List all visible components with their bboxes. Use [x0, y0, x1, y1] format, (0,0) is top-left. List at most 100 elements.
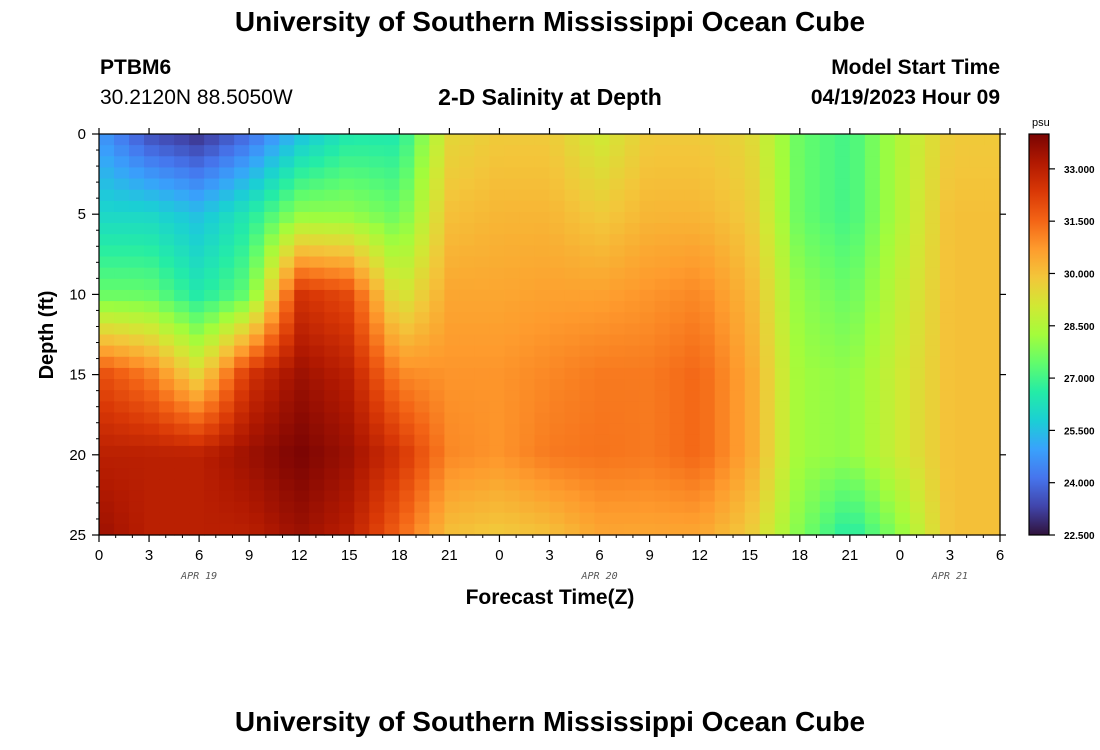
heatmap-cell [894, 267, 911, 280]
heatmap-cell [714, 301, 731, 313]
heatmap-cell [114, 323, 130, 336]
heatmap-cell [309, 312, 325, 324]
heatmap-cell [894, 390, 911, 402]
heatmap-cell [609, 278, 626, 291]
heatmap-cell [249, 211, 265, 224]
heatmap-cell [609, 479, 626, 492]
heatmap-cell [114, 345, 130, 358]
heatmap-cell [969, 301, 986, 313]
heatmap-cell [744, 445, 761, 458]
heatmap-cell [954, 401, 971, 414]
heatmap-cell [264, 445, 280, 458]
heatmap-cell [399, 356, 415, 369]
heatmap-cell [159, 289, 175, 302]
heatmap-cell [939, 145, 956, 157]
heatmap-cell [159, 134, 175, 146]
heatmap-cell [294, 367, 310, 380]
heatmap-cell [399, 390, 415, 402]
heatmap-cell [669, 278, 686, 291]
heatmap-cell [909, 312, 926, 324]
heatmap-cell [369, 189, 385, 202]
heatmap-cell [429, 390, 445, 402]
heatmap-cell [624, 156, 641, 169]
heatmap-cell [774, 189, 791, 202]
heatmap-cell [324, 434, 340, 447]
heatmap-cell [444, 267, 460, 280]
heatmap-cell [459, 423, 476, 436]
heatmap-cell [309, 479, 325, 492]
heatmap-cell [429, 457, 445, 469]
heatmap-cell [234, 457, 250, 469]
heatmap-cell [774, 523, 791, 536]
heatmap-cell [684, 490, 701, 503]
heatmap-cell [894, 445, 911, 458]
heatmap-cell [744, 145, 761, 157]
heatmap-cell [714, 200, 731, 213]
heatmap-cell [774, 401, 791, 414]
heatmap-cell [414, 367, 430, 380]
heatmap-cell [369, 345, 385, 358]
heatmap-cell [189, 323, 205, 336]
heatmap-cell [444, 512, 460, 525]
heatmap-cell [354, 334, 370, 347]
heatmap-cell [729, 345, 746, 358]
heatmap-cell [279, 312, 295, 324]
heatmap-cell [849, 523, 866, 536]
heatmap-cell [549, 167, 566, 180]
heatmap-cell [564, 278, 581, 291]
heatmap-cell [729, 278, 746, 291]
heatmap-cell [654, 379, 671, 391]
heatmap-cell [174, 156, 190, 169]
heatmap-cell [594, 145, 611, 157]
heatmap-cell [804, 445, 821, 458]
heatmap-cell [459, 334, 476, 347]
heatmap-cell [489, 200, 506, 213]
heatmap-cell [444, 423, 460, 436]
heatmap-cell [219, 501, 235, 514]
heatmap-cell [954, 234, 971, 246]
heatmap-cell [894, 401, 911, 414]
heatmap-cell [249, 434, 265, 447]
heatmap-cell [114, 512, 130, 525]
heatmap-cell [879, 301, 896, 313]
heatmap-cell [279, 189, 295, 202]
heatmap-cell [324, 301, 340, 313]
heatmap-cell [99, 167, 115, 180]
heatmap-cell [819, 401, 836, 414]
heatmap-cell [564, 267, 581, 280]
heatmap-cell [534, 200, 551, 213]
heatmap-cell [114, 523, 130, 536]
heatmap-cell [219, 490, 235, 503]
heatmap-cell [144, 234, 160, 246]
heatmap-cell [339, 189, 355, 202]
heatmap-cell [834, 490, 851, 503]
heatmap-cell [354, 156, 370, 169]
heatmap-cell [264, 334, 280, 347]
heatmap-cell [144, 156, 160, 169]
heatmap-cell [384, 134, 400, 146]
heatmap-cell [534, 434, 551, 447]
heatmap-cell [819, 501, 836, 514]
heatmap-cell [789, 167, 806, 180]
heatmap-cell [324, 468, 340, 480]
heatmap-cell [654, 256, 671, 269]
heatmap-cell [744, 334, 761, 347]
heatmap-cell [639, 356, 656, 369]
heatmap-cell [129, 211, 145, 224]
heatmap-cell [144, 490, 160, 503]
heatmap-cell [519, 234, 536, 246]
heatmap-cell [939, 434, 956, 447]
heatmap-cell [879, 367, 896, 380]
heatmap-cell [579, 512, 596, 525]
heatmap-cell [234, 145, 250, 157]
heatmap-cell [249, 267, 265, 280]
heatmap-cell [474, 256, 491, 269]
heatmap-cell [369, 512, 385, 525]
heatmap-cell [294, 301, 310, 313]
heatmap-cell [399, 412, 415, 425]
heatmap-cell [279, 501, 295, 514]
heatmap-cell [849, 223, 866, 235]
heatmap-cell [279, 457, 295, 469]
heatmap-cell [459, 390, 476, 402]
heatmap-cell [714, 267, 731, 280]
